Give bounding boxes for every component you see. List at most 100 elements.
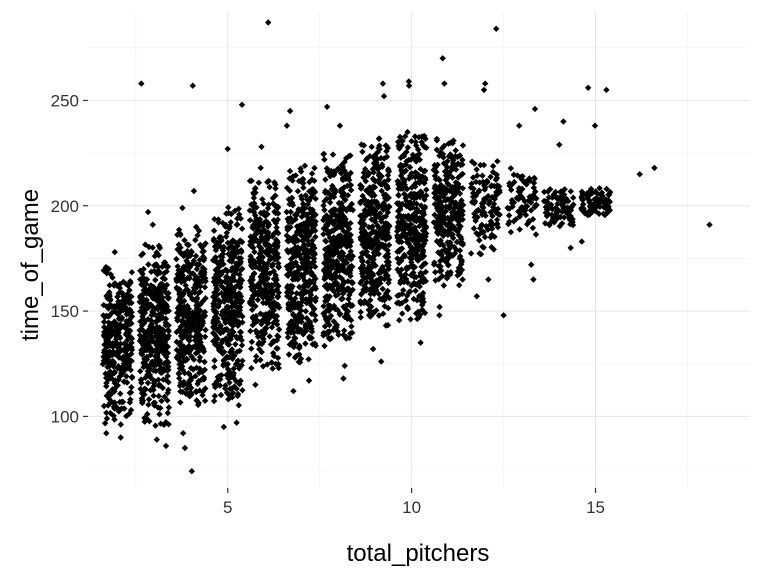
- data-point: [308, 247, 316, 254]
- data-point: [406, 164, 414, 171]
- data-point: [451, 250, 459, 257]
- data-point: [569, 221, 577, 229]
- data-point: [116, 281, 124, 288]
- data-point: [487, 173, 494, 181]
- data-point: [395, 259, 403, 267]
- data-point: [150, 358, 158, 365]
- data-point: [320, 329, 327, 337]
- data-point: [153, 261, 160, 268]
- data-point: [218, 278, 225, 286]
- data-point: [216, 382, 224, 389]
- data-point: [264, 178, 271, 186]
- data-point: [525, 197, 532, 204]
- data-point: [265, 221, 273, 228]
- data-point: [298, 312, 305, 320]
- data-point: [458, 197, 465, 204]
- data-point: [579, 190, 586, 197]
- data-point: [338, 284, 345, 291]
- data-point: [270, 349, 277, 357]
- outlier-point: [189, 82, 196, 89]
- data-point: [365, 169, 372, 176]
- data-point: [224, 239, 232, 247]
- data-point: [218, 290, 225, 297]
- data-point: [103, 415, 111, 422]
- data-point: [266, 248, 274, 255]
- data-point: [320, 310, 327, 317]
- data-point: [126, 293, 133, 300]
- outlier-point: [482, 80, 489, 87]
- data-point: [141, 414, 148, 422]
- data-point: [235, 205, 242, 212]
- data-point: [111, 416, 118, 423]
- data-point: [406, 254, 414, 262]
- data-point: [198, 273, 206, 280]
- data-point: [275, 289, 282, 296]
- data-point: [200, 253, 207, 260]
- data-point: [496, 189, 503, 196]
- data-point: [216, 372, 223, 380]
- data-point: [603, 206, 610, 213]
- data-point: [219, 308, 226, 315]
- data-point: [479, 178, 487, 186]
- data-point: [371, 184, 379, 191]
- data-point: [363, 187, 370, 194]
- data-point: [301, 228, 308, 236]
- data-point: [554, 200, 561, 207]
- data-point: [283, 289, 291, 296]
- data-point: [407, 156, 415, 163]
- data-point: [305, 356, 312, 363]
- data-point: [184, 315, 192, 322]
- data-point: [299, 259, 306, 266]
- data-point: [450, 208, 457, 215]
- data-point: [348, 323, 355, 330]
- data-point: [471, 198, 479, 205]
- data-point: [164, 389, 171, 397]
- data-point: [330, 193, 338, 201]
- data-point: [423, 186, 430, 193]
- data-point: [357, 314, 364, 321]
- data-point: [214, 267, 222, 274]
- data-point: [346, 291, 353, 299]
- data-point: [248, 338, 255, 346]
- data-point: [274, 239, 281, 246]
- data-point: [181, 369, 188, 377]
- data-point: [190, 356, 198, 363]
- data-point: [357, 219, 364, 226]
- data-point: [398, 245, 406, 252]
- data-point: [235, 402, 242, 409]
- data-point: [421, 174, 429, 182]
- outlier-point: [379, 80, 387, 87]
- data-point: [357, 199, 364, 207]
- data-point: [383, 203, 390, 211]
- data-point: [106, 295, 114, 303]
- data-point: [287, 208, 294, 216]
- data-point: [326, 234, 334, 242]
- data-point: [148, 268, 155, 275]
- data-point: [494, 158, 501, 165]
- data-point: [107, 320, 114, 327]
- data-point: [164, 335, 171, 342]
- data-point: [273, 317, 280, 325]
- data-point: [104, 332, 111, 339]
- data-point: [330, 281, 337, 289]
- data-point: [320, 303, 327, 310]
- data-point: [404, 128, 411, 136]
- data-point: [113, 334, 121, 341]
- data-point: [544, 206, 551, 213]
- data-point: [452, 147, 459, 154]
- data-point: [422, 192, 429, 200]
- data-point: [222, 273, 230, 281]
- data-point: [219, 250, 227, 258]
- data-point: [265, 316, 272, 323]
- outlier-point: [220, 423, 227, 431]
- data-point: [481, 186, 488, 193]
- data-point: [261, 316, 268, 323]
- data-point: [121, 340, 128, 347]
- data-point: [193, 223, 200, 231]
- data-point: [116, 348, 123, 356]
- data-point: [343, 220, 350, 227]
- data-point: [175, 241, 182, 248]
- data-point: [456, 270, 463, 278]
- data-point: [309, 186, 317, 193]
